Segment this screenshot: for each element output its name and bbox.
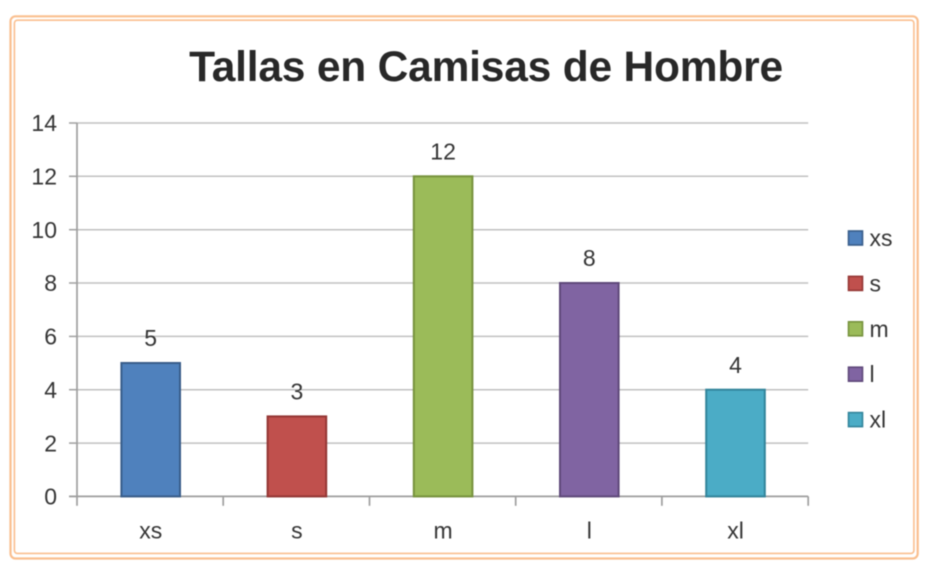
svg-text:xs: xs (139, 518, 162, 544)
svg-text:2: 2 (44, 430, 57, 456)
svg-text:12: 12 (31, 164, 57, 190)
svg-text:m: m (434, 518, 453, 544)
svg-text:s: s (291, 518, 303, 544)
svg-text:8: 8 (44, 270, 57, 296)
svg-text:xs: xs (870, 225, 893, 251)
svg-text:10: 10 (31, 217, 57, 243)
svg-text:4: 4 (729, 352, 742, 378)
svg-text:14: 14 (31, 110, 57, 136)
svg-text:12: 12 (430, 139, 456, 165)
svg-text:8: 8 (583, 245, 596, 271)
svg-text:l: l (870, 361, 875, 387)
svg-text:l: l (587, 518, 592, 544)
svg-text:4: 4 (44, 377, 57, 403)
svg-text:xl: xl (870, 407, 887, 433)
svg-text:m: m (870, 316, 889, 342)
svg-text:s: s (870, 270, 882, 296)
svg-text:Tallas en Camisas de Hombre: Tallas en Camisas de Hombre (189, 44, 783, 91)
svg-text:5: 5 (144, 325, 157, 351)
svg-text:3: 3 (291, 379, 304, 405)
svg-text:6: 6 (44, 324, 57, 350)
svg-text:0: 0 (44, 484, 57, 510)
svg-text:xl: xl (727, 518, 744, 544)
